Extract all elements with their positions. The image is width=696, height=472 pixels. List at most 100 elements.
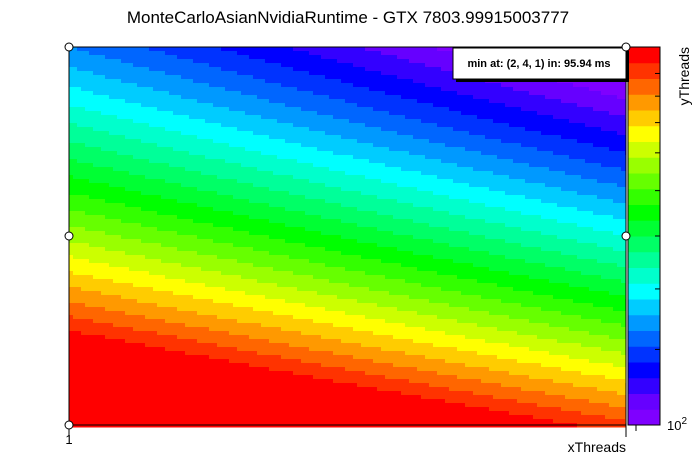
heatmap-cell [561,99,627,104]
handle-top-left[interactable] [64,42,74,52]
heatmap-cell [517,399,590,404]
heatmap-cell [213,207,286,212]
heatmap-cell [593,211,627,216]
heatmap-cell [69,243,90,248]
heatmap-cell [521,303,594,308]
heatmap-cell [69,99,126,104]
heatmap-cell [301,359,374,364]
heatmap-cell [177,199,250,204]
heatmap-cell [345,171,422,176]
resize-handles[interactable] [64,42,631,430]
heatmap-cell [509,315,582,320]
handle-mid-right[interactable] [621,231,631,241]
x-tick-label: 1 [65,432,72,447]
heatmap-cell [489,187,562,192]
heatmap-cell [529,375,606,380]
heatmap-cell [577,191,627,196]
heatmap-cell [581,343,627,348]
heatmap-cell [533,415,606,420]
heatmap-cell [385,275,458,280]
heatmap-cell [429,223,506,228]
heatmap-cell [237,179,310,184]
heatmap-cell [613,307,627,312]
colorbar-swatch [628,283,660,300]
heatmap-cell [501,83,574,88]
heatmap-cell [233,211,306,216]
heatmap-cell [521,143,594,148]
heatmap-cell [121,79,194,84]
heatmap-cell [249,55,322,60]
heatmap-cell [69,311,126,316]
heatmap-cell [277,155,354,160]
heatmap-cell [497,283,570,288]
heatmap-cell [341,203,414,208]
heatmap-cell [381,127,454,132]
heatmap-cell [173,147,246,152]
heatmap-cell [465,215,542,220]
heatmap-cell [289,255,362,260]
heatmap-cell [285,223,358,228]
handle-mid-left[interactable] [64,231,74,241]
heatmap-cell [145,343,218,348]
heatmap-cell [113,323,186,328]
heatmap-cell [433,255,506,260]
heatmap-cell [181,263,254,268]
heatmap-cell [589,87,627,92]
heatmap-cell [233,303,306,308]
heatmap-cell [133,63,210,68]
heatmap-cell [253,131,326,136]
handle-bottom-left[interactable] [64,420,74,430]
heatmap-cell [373,331,446,336]
heatmap-cell [365,47,438,52]
heatmap-cell [397,75,470,80]
heatmap-cell [473,391,546,396]
heatmap-cell [369,287,442,292]
heatmap-cell [101,147,174,152]
heatmap-cell [609,335,627,340]
heatmap-cell [449,211,522,216]
heatmap-cell [105,247,178,252]
heatmap-cell [69,235,122,240]
heatmap-cell [69,123,78,128]
heatmap-cell [541,363,614,368]
heatmap-cell [69,387,378,392]
heatmap-cell [521,227,594,232]
heatmap-cell [217,343,290,348]
heatmap-cell [69,55,106,60]
heatmap-cell [69,219,122,224]
heatmap-cell [553,151,626,156]
heatmap-cell [509,411,582,416]
heatmap-cell [401,167,474,172]
heatmap-cell [253,263,326,268]
heatmap-cell [445,359,518,364]
heatmap-cell [357,207,434,212]
heatmap-cell [177,307,254,312]
colorbar-swatch [628,125,660,142]
heatmap-cell [69,371,294,376]
heatmap-cell [565,171,627,176]
heatmap-cell [145,175,218,180]
heatmap-cell [217,255,290,260]
heatmap-cell [149,67,222,72]
heatmap-cell [409,151,482,156]
heatmap-cell [69,107,86,112]
handle-top-right[interactable] [621,42,631,52]
heatmap-cell [405,351,478,356]
heatmap-cell [449,243,522,248]
heatmap-cell [253,183,326,188]
heatmap-cell [197,187,270,192]
heatmap-cell [217,315,294,320]
heatmap-cell [453,179,526,184]
heatmap-cell [389,147,466,152]
heatmap-cell [149,123,222,128]
heatmap-cell [477,115,554,120]
heatmap-cell [613,247,627,252]
heatmap-cell [505,255,578,260]
heatmap-cell [137,299,214,304]
heatmap-cell [425,155,498,160]
heatmap-cell [577,239,627,244]
heatmap-cell [157,227,234,232]
heatmap-cell [577,223,627,228]
heatmap-cell [69,391,402,396]
heatmap-cell [69,103,142,108]
